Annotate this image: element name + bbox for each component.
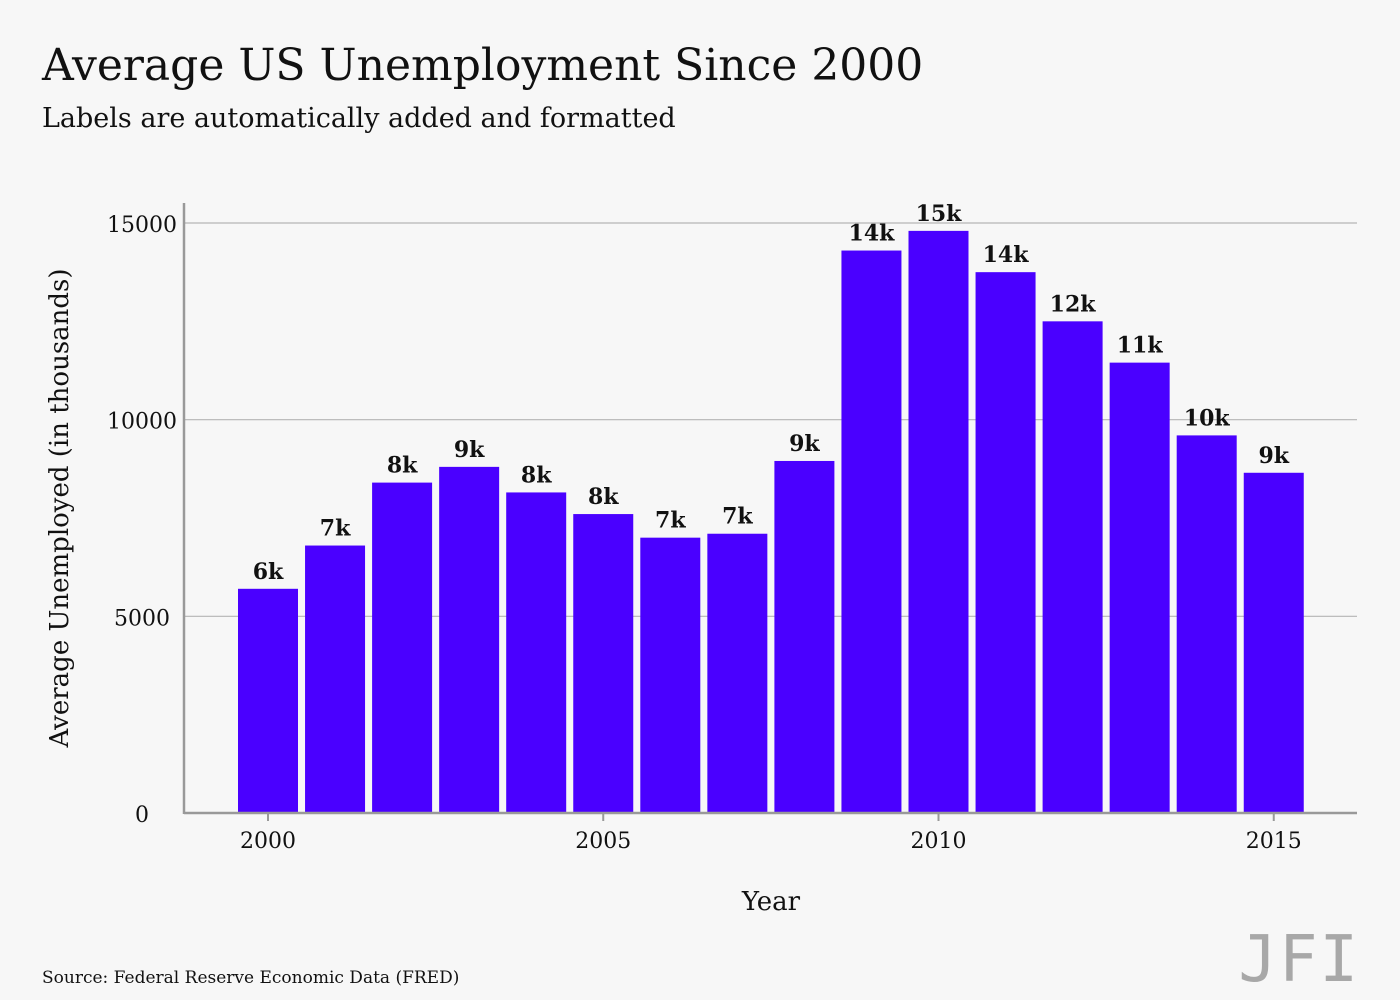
bar [305, 545, 366, 813]
y-tick-label: 10000 [107, 410, 177, 435]
bar [439, 466, 500, 813]
data-label: 7k [320, 516, 351, 542]
bar [707, 533, 768, 813]
bar [1176, 435, 1237, 813]
bars [238, 230, 1304, 814]
y-tick-label: 0 [135, 803, 149, 828]
x-tick-label: 2005 [575, 829, 631, 854]
axes: 0 5000 10000 15000 2000 2005 2010 2015 [107, 203, 1357, 854]
x-tick-label: 2015 [1246, 829, 1302, 854]
y-axis-title: Average Unemployed (in thousands) [45, 268, 75, 748]
chart-subtitle: Labels are automatically added and forma… [42, 103, 676, 134]
x-axis-title: Year [741, 887, 801, 917]
bar [774, 460, 835, 813]
data-label: 12k [1050, 291, 1097, 317]
data-label: 14k [849, 221, 896, 247]
x-tick-label: 2000 [240, 829, 296, 854]
data-label: 11k [1117, 333, 1164, 359]
data-label: 9k [789, 431, 820, 457]
bar [640, 537, 701, 813]
data-label: 6k [253, 559, 284, 585]
data-label: 8k [588, 484, 619, 510]
y-tick-label: 5000 [114, 606, 170, 631]
y-tick-label: 15000 [107, 213, 177, 238]
data-label: 14k [983, 242, 1030, 268]
data-label: 8k [521, 462, 552, 488]
chart-title: Average US Unemployment Since 2000 [42, 40, 924, 91]
data-label: 15k [916, 201, 963, 227]
brand-logo: JFI [1238, 923, 1360, 997]
data-label: 9k [1258, 443, 1289, 469]
bar [1042, 321, 1103, 813]
bar [573, 514, 634, 813]
source-note: Source: Federal Reserve Economic Data (F… [42, 968, 460, 988]
data-label: 7k [722, 504, 753, 530]
data-label: 9k [454, 437, 485, 463]
bar [841, 250, 902, 814]
data-label: 10k [1184, 405, 1231, 431]
data-label: 8k [387, 453, 418, 479]
data-labels: 6k 7k 8k 9k 8k 8k 7k 7k 9k 14k 15k 14k 12k 11k 10k 9k [253, 201, 1290, 585]
bar [1109, 362, 1170, 813]
bar [506, 492, 567, 813]
bar [1243, 472, 1304, 813]
data-label: 7k [655, 508, 686, 534]
bar [372, 482, 433, 813]
bar [908, 230, 969, 813]
x-tick-label: 2010 [911, 829, 967, 854]
bar [975, 272, 1036, 814]
bar [238, 588, 298, 813]
